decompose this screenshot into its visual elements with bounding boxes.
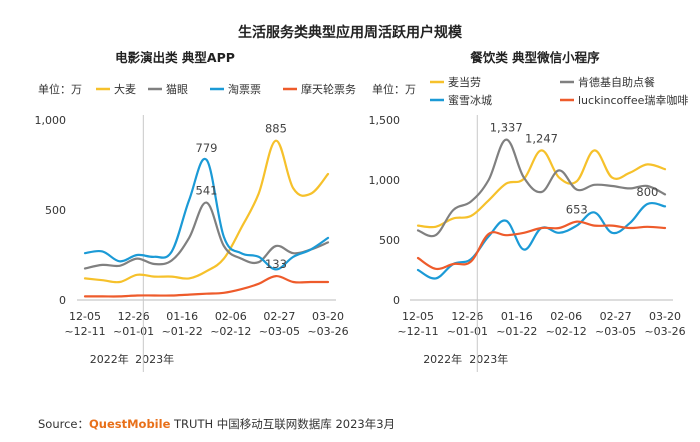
x-tick-1-1-b: ~01-01 xyxy=(447,325,488,338)
year-label-0-0: 2022年 xyxy=(90,352,129,366)
data-label-1-1: 1,247 xyxy=(525,131,558,145)
x-tick-1-1-a: 12-26 xyxy=(451,310,483,323)
series-line-1-2 xyxy=(416,201,667,280)
series-line-0-1 xyxy=(83,201,330,270)
legend-label-0-2: 淘票票 xyxy=(228,83,261,96)
y-tick-1-3: 1,500 xyxy=(369,114,401,127)
y-tick-0-2: 1,000 xyxy=(35,114,67,127)
series-line-1-0 xyxy=(416,149,667,229)
chart-title-0: 电影演出类 典型APP xyxy=(115,50,235,65)
x-tick-0-5-b: ~03-26 xyxy=(307,325,348,338)
legend-label-1-1: 肯德基自助点餐 xyxy=(578,75,655,89)
source-prefix: Source： xyxy=(38,417,89,431)
x-tick-1-4-a: 02-27 xyxy=(600,310,632,323)
legend-label-0-1: 猫眼 xyxy=(166,83,188,96)
source-note: Source：QuestMobile TRUTH 中国移动互联网数据库 2023… xyxy=(38,416,395,432)
legend-label-0-3: 摩天轮票务 xyxy=(301,82,356,96)
x-tick-0-5-a: 03-20 xyxy=(312,310,344,323)
x-tick-0-3-a: 02-06 xyxy=(215,310,247,323)
x-tick-0-1-a: 12-26 xyxy=(118,310,150,323)
series-line-0-3 xyxy=(83,274,330,298)
data-label-0-1: 541 xyxy=(196,184,218,198)
series-line-0-2 xyxy=(83,157,330,271)
y-tick-1-1: 500 xyxy=(379,234,400,247)
year-label-1-0: 2022年 xyxy=(423,352,462,366)
x-tick-0-3-b: ~02-12 xyxy=(210,325,251,338)
unit-label-0: 单位：万 xyxy=(38,82,82,96)
x-tick-0-2-b: ~01-22 xyxy=(162,325,203,338)
x-tick-1-2-a: 01-16 xyxy=(501,310,533,323)
y-tick-0-1: 500 xyxy=(45,204,66,217)
data-label-0-3: 133 xyxy=(265,257,287,271)
x-tick-0-0-b: ~12-11 xyxy=(64,325,105,338)
x-tick-0-4-a: 02-27 xyxy=(263,310,295,323)
x-tick-1-4-b: ~03-05 xyxy=(595,325,636,338)
year-label-1-1: 2023年 xyxy=(469,352,508,366)
x-tick-0-2-a: 01-16 xyxy=(166,310,198,323)
data-label-1-2: 653 xyxy=(566,203,588,217)
data-label-1-0: 1,337 xyxy=(490,121,523,135)
x-tick-1-3-b: ~02-12 xyxy=(546,325,587,338)
x-tick-0-1-b: ~01-01 xyxy=(113,325,154,338)
legend-label-1-0: 麦当劳 xyxy=(448,75,481,89)
x-tick-0-4-b: ~03-05 xyxy=(259,325,300,338)
x-tick-1-2-b: ~01-22 xyxy=(496,325,537,338)
x-tick-0-0-a: 12-05 xyxy=(69,310,101,323)
source-brand: QuestMobile xyxy=(89,417,171,431)
page-title: 生活服务类典型应用周活跃用户规模 xyxy=(238,25,462,41)
unit-label-1: 单位：万 xyxy=(372,82,416,96)
data-label-0-2: 885 xyxy=(265,122,287,136)
legend-label-1-3: luckincoffee瑞幸咖啡 xyxy=(578,93,688,107)
x-tick-1-5-a: 03-20 xyxy=(649,310,681,323)
y-tick-0-0: 0 xyxy=(59,294,66,307)
legend-label-0-0: 大麦 xyxy=(114,82,136,96)
x-tick-1-3-a: 02-06 xyxy=(550,310,582,323)
source-rest: TRUTH 中国移动互联网数据库 2023年3月 xyxy=(170,417,396,431)
x-tick-1-5-b: ~03-26 xyxy=(644,325,685,338)
series-line-1-1 xyxy=(416,138,667,238)
series-line-1-3 xyxy=(416,220,667,271)
series-line-0-0 xyxy=(83,139,330,284)
x-tick-1-0-b: ~12-11 xyxy=(397,325,438,338)
data-label-1-3: 800 xyxy=(636,185,658,199)
data-label-0-0: 779 xyxy=(196,141,218,155)
year-label-0-1: 2023年 xyxy=(135,352,174,366)
x-tick-1-0-a: 12-05 xyxy=(402,310,434,323)
legend-label-1-2: 蜜雪冰城 xyxy=(448,93,492,107)
chart-title-1: 餐饮类 典型微信小程序 xyxy=(469,50,600,65)
y-tick-1-2: 1,000 xyxy=(369,174,401,187)
y-tick-1-0: 0 xyxy=(393,294,400,307)
